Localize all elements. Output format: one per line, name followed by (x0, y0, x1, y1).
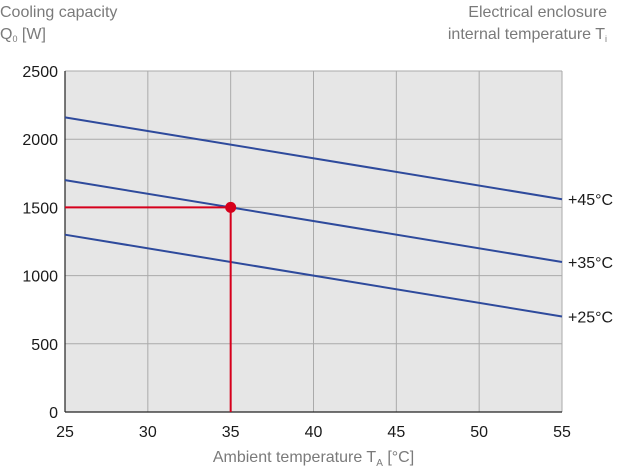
series-lines (64, 116, 563, 318)
series-legend-title: Electrical enclosure internal temperatur… (448, 2, 607, 50)
series-legend-title-line2: internal temperature Ti (448, 24, 607, 50)
x-tick-label: 45 (387, 424, 405, 441)
x-tick-label: 40 (305, 424, 323, 441)
x-tick-label: 30 (139, 424, 157, 441)
y-tick-label: 1500 (22, 200, 58, 217)
x-tick-label: 55 (553, 424, 571, 441)
x-axis-label: Ambient temperature TA [°C] (213, 449, 414, 469)
x-tick-label: 35 (222, 424, 240, 441)
x-axis-label-sub: A (376, 458, 383, 469)
grid-lines (64, 70, 563, 413)
y-tick-label: 2500 (22, 64, 58, 81)
y-tick-label: 2000 (22, 132, 58, 149)
x-tick-label: 50 (470, 424, 488, 441)
series-labels: +45°C +35°C +25°C (568, 192, 613, 326)
series-label: +45°C (568, 192, 613, 209)
ti-subscript: i (605, 34, 607, 44)
x-axis-label-unit-text: [°C] (387, 449, 414, 466)
series-line (64, 179, 563, 263)
ti-label: internal temperature T (447, 26, 605, 43)
x-tick-label: 25 (56, 424, 74, 441)
series-label: +25°C (568, 310, 613, 327)
y-axis-title-line2: Q0 [W] (0, 24, 117, 50)
highlight-point (225, 201, 237, 213)
y-tick-label: 1000 (22, 269, 58, 286)
y-axis-title: Cooling capacity Q0 [W] (0, 2, 117, 50)
y-tick-label: 500 (31, 337, 58, 354)
tick-labels: 25 30 35 40 45 50 55 0 500 1000 1500 2000 2500 (22, 64, 571, 441)
y-tick-label: 0 (49, 405, 58, 422)
q-symbol: Q (0, 26, 13, 43)
series-label: +35°C (568, 255, 613, 272)
series-line (64, 233, 563, 318)
x-axis-label-main: Ambient temperature T (213, 449, 377, 466)
highlight-markers (65, 201, 237, 412)
q-unit: [W] (21, 26, 46, 43)
series-line (64, 116, 563, 201)
q-subscript: 0 (12, 34, 18, 44)
y-axis-title-line1: Cooling capacity (0, 4, 118, 21)
series-legend-title-line1: Electrical enclosure (468, 4, 607, 21)
